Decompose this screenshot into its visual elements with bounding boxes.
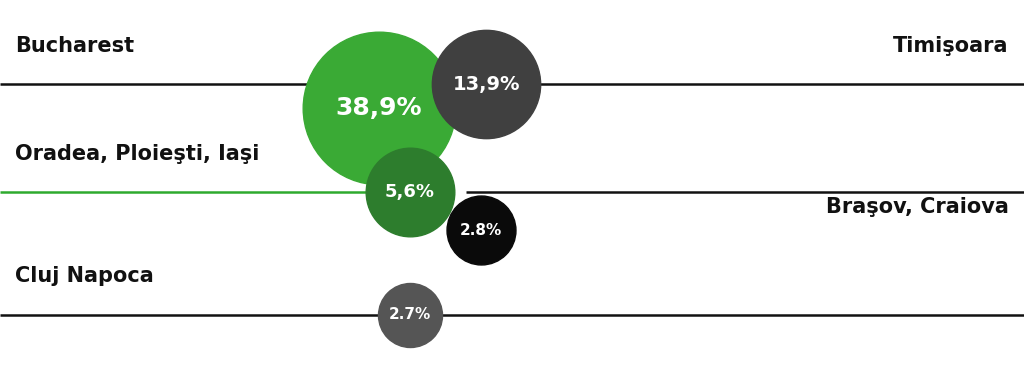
Point — [478, 81, 495, 88]
Text: 38,9%: 38,9% — [336, 96, 422, 119]
Point — [401, 312, 418, 318]
Text: 5,6%: 5,6% — [385, 183, 434, 201]
Text: Timişoara: Timişoara — [893, 36, 1009, 56]
Text: 2.7%: 2.7% — [388, 307, 431, 323]
Text: 13,9%: 13,9% — [453, 75, 520, 94]
Text: Cluj Napoca: Cluj Napoca — [15, 266, 154, 286]
Text: Bucharest: Bucharest — [15, 36, 134, 56]
Point — [401, 189, 418, 195]
Point — [371, 104, 387, 111]
Text: Braşov, Craiova: Braşov, Craiova — [825, 197, 1009, 217]
Text: Oradea, Ploieşti, Iaşi: Oradea, Ploieşti, Iaşi — [15, 144, 260, 164]
Text: 2.8%: 2.8% — [460, 223, 503, 238]
Point — [473, 227, 489, 233]
